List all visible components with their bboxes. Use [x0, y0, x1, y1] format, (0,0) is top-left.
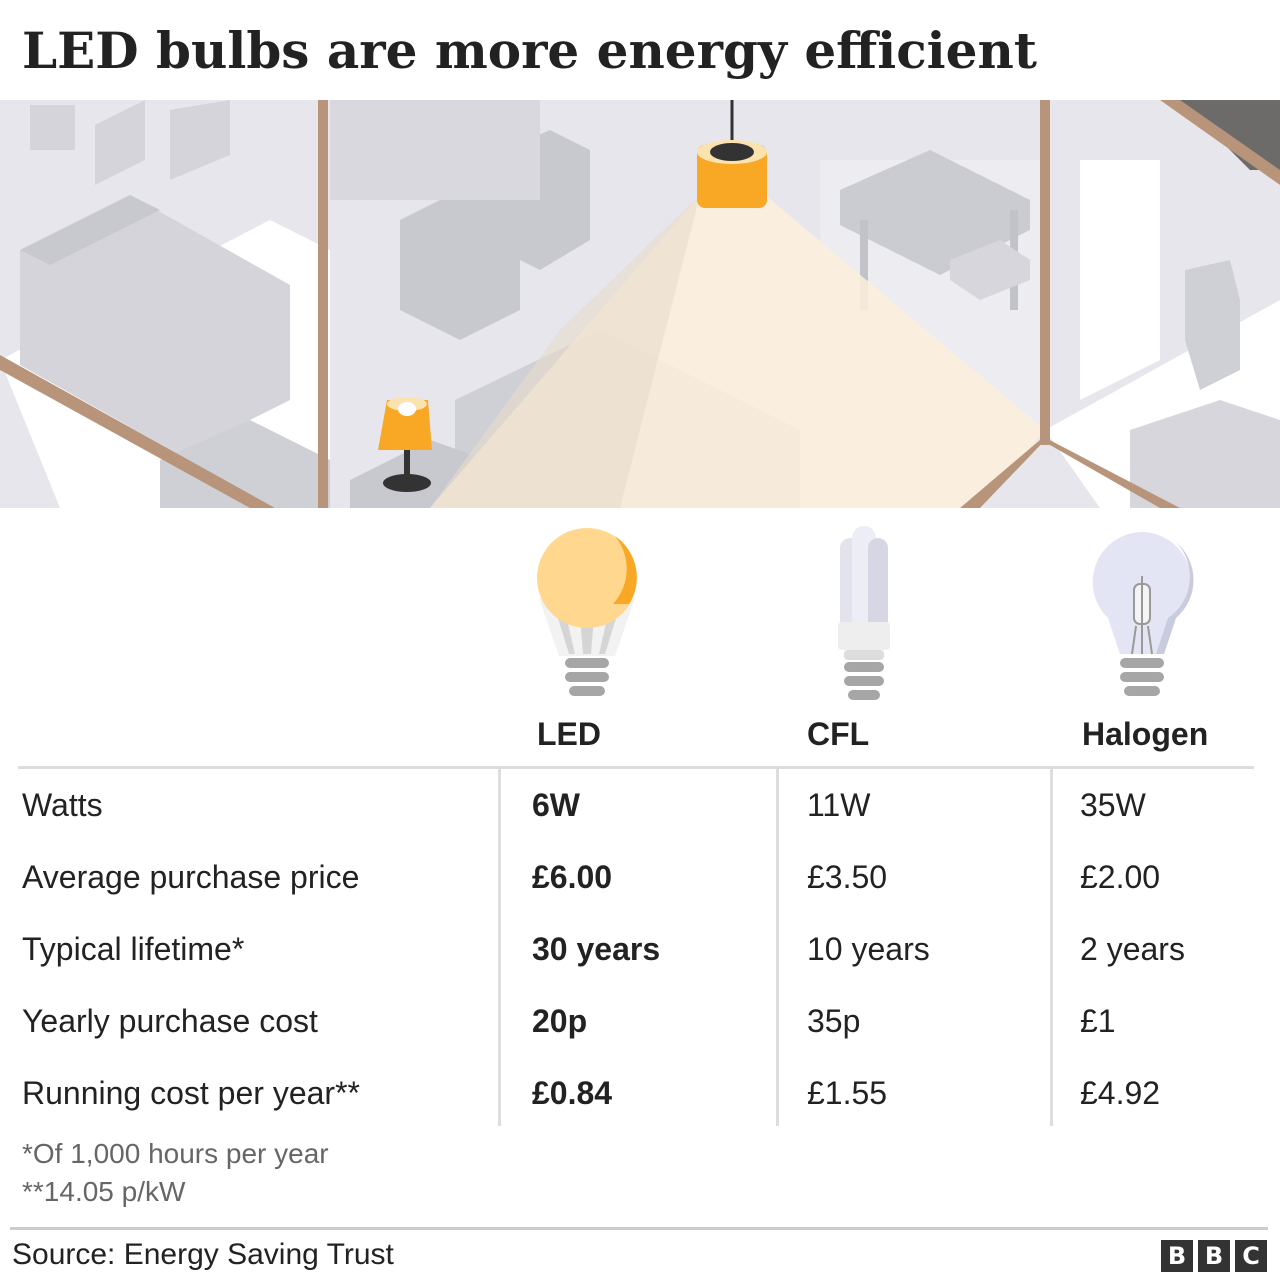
table-row: Average purchase price £6.00 £3.50 £2.00 — [0, 841, 1280, 913]
halogen-value: 2 years — [1080, 931, 1185, 967]
column-divider — [776, 769, 779, 1126]
room-illustration — [0, 100, 1280, 508]
cfl-value: 11W — [807, 787, 871, 823]
led-value: 20p — [532, 1003, 588, 1039]
table-row: Typical lifetime* 30 years 10 years 2 ye… — [0, 913, 1280, 985]
cfl-value: £1.55 — [807, 1075, 888, 1111]
led-value: 30 years — [532, 931, 661, 967]
table-row: Running cost per year** £0.84 £1.55 £4.9… — [0, 1057, 1280, 1129]
cfl-value: 10 years — [807, 931, 930, 967]
halogen-value: £2.00 — [1080, 859, 1161, 895]
bbc-logo-letter: B — [1198, 1240, 1230, 1272]
row-label: Watts — [22, 787, 103, 823]
page-title: LED bulbs are more energy efficient — [22, 21, 1037, 80]
row-label: Typical lifetime* — [22, 931, 245, 967]
halogen-value: £4.92 — [1080, 1075, 1161, 1111]
led-bulb-icon — [517, 526, 657, 706]
row-label: Yearly purchase cost — [22, 1003, 318, 1039]
halogen-value: 35W — [1080, 787, 1146, 823]
column-divider — [1050, 769, 1053, 1126]
footnote-running-cost: **14.05 p/kW — [22, 1176, 186, 1207]
cfl-value: £3.50 — [807, 859, 888, 895]
footer-divider — [10, 1227, 1268, 1230]
column-divider — [498, 769, 501, 1126]
row-label: Running cost per year** — [22, 1075, 360, 1111]
column-header-cfl: CFL — [807, 716, 870, 752]
column-header-led: LED — [537, 716, 601, 752]
led-value: £0.84 — [532, 1075, 613, 1111]
bbc-logo-letter: B — [1161, 1240, 1193, 1272]
led-value: 6W — [532, 787, 580, 823]
table-row: Watts 6W 11W 35W — [0, 769, 1280, 841]
table-row: Yearly purchase cost 20p 35p £1 — [0, 985, 1280, 1057]
cfl-value: 35p — [807, 1003, 861, 1039]
header-divider — [18, 766, 1254, 769]
halogen-bulb-icon — [1072, 526, 1212, 706]
led-value: £6.00 — [532, 859, 613, 895]
bbc-logo-letter: C — [1235, 1240, 1267, 1272]
column-header-halogen: Halogen — [1082, 716, 1209, 752]
halogen-value: £1 — [1080, 1003, 1116, 1039]
footnote-lifetime: *Of 1,000 hours per year — [22, 1138, 329, 1169]
cfl-bulb-icon — [794, 526, 934, 706]
bbc-logo: B B C — [1161, 1240, 1267, 1272]
source-credit: Source: Energy Saving Trust — [12, 1238, 394, 1271]
row-label: Average purchase price — [22, 859, 360, 895]
